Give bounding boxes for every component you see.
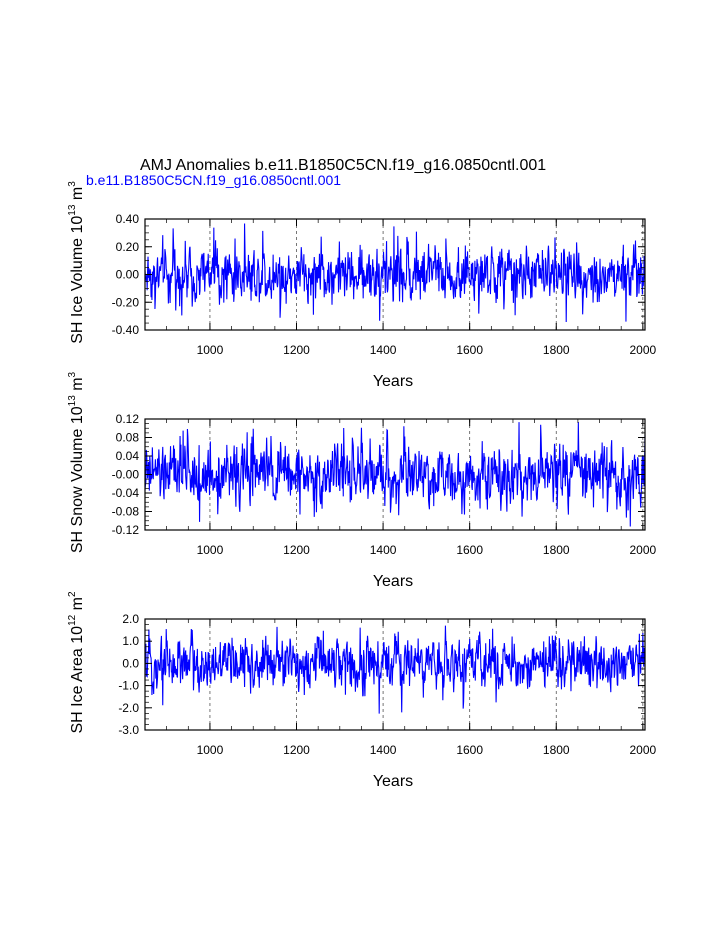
x-tick-label: 1400: [370, 743, 397, 757]
y-tick-label: 0.04: [116, 449, 140, 463]
y-axis-label: SH Snow Volume 1013 m3: [67, 371, 86, 553]
x-tick-label: 1200: [283, 743, 310, 757]
x-tick-label: 1000: [197, 343, 224, 357]
panel-ice-area: -3.0 -2.0 -1.0 0.0 1.0 2.0 1000 1200 1400 1600 180…: [67, 591, 657, 790]
x-tick-label: 1200: [283, 543, 310, 557]
x-axis-label: Years: [373, 373, 413, 390]
y-tick-label: -1.0: [118, 679, 139, 693]
x-tick-label: 1400: [370, 543, 397, 557]
figure-subtitle: b.e11.B1850C5CN.f19_g16.0850cntl.001: [86, 172, 342, 188]
x-tick-label: 1600: [456, 343, 483, 357]
x-tick-label: 1600: [456, 743, 483, 757]
x-tick-label: 1800: [543, 543, 570, 557]
y-tick-label: -0.08: [112, 505, 140, 519]
x-tick-label: 1800: [543, 343, 570, 357]
x-tick-label: 1600: [456, 543, 483, 557]
x-axis-label: Years: [373, 773, 413, 790]
y-tick-label: -2.0: [118, 701, 139, 715]
y-tick-label: -0.04: [112, 486, 140, 500]
y-axis-label: SH Ice Volume 1013 m3: [67, 181, 86, 344]
y-tick-label: 0.08: [116, 431, 140, 445]
x-tick-label: 1000: [197, 743, 224, 757]
y-tick-label: -3.0: [118, 723, 139, 737]
panel-snow-volume: -0.12 -0.08 -0.04 -0.00 0.04 0.08 0.12 1000 1200…: [67, 371, 657, 590]
x-tick-label: 2000: [629, 743, 656, 757]
x-tick-label: 2000: [629, 343, 656, 357]
x-tick-label: 1000: [197, 543, 224, 557]
x-tick-label: 1200: [283, 343, 310, 357]
y-tick-label: -0.00: [112, 468, 140, 482]
x-tick-label: 1800: [543, 743, 570, 757]
x-tick-label: 2000: [629, 543, 656, 557]
y-tick-label: 0.12: [116, 412, 140, 426]
y-tick-label: 0.40: [116, 212, 140, 226]
y-tick-label: 1.0: [122, 634, 139, 648]
series-line: [144, 223, 646, 322]
y-tick-label: -0.12: [112, 523, 140, 537]
y-tick-label: -0.40: [112, 323, 140, 337]
panel-ice-volume: -0.40 -0.20 0.00 0.20 0.40 1000 1200 1400 1600 18…: [67, 181, 657, 390]
y-tick-label: 0.00: [116, 268, 140, 282]
x-tick-label: 1400: [370, 343, 397, 357]
y-tick-label: 2.0: [122, 612, 139, 626]
figure-title: AMJ Anomalies b.e11.B1850C5CN.f19_g16.08…: [140, 157, 547, 174]
y-axis-label: SH Ice Area 1012 m2: [67, 591, 86, 734]
series-line: [144, 422, 646, 527]
y-tick-label: 0.0: [122, 656, 139, 670]
x-axis-label: Years: [373, 573, 413, 590]
y-tick-label: 0.20: [116, 240, 140, 254]
y-tick-label: -0.20: [112, 295, 140, 309]
series-line: [144, 625, 646, 714]
